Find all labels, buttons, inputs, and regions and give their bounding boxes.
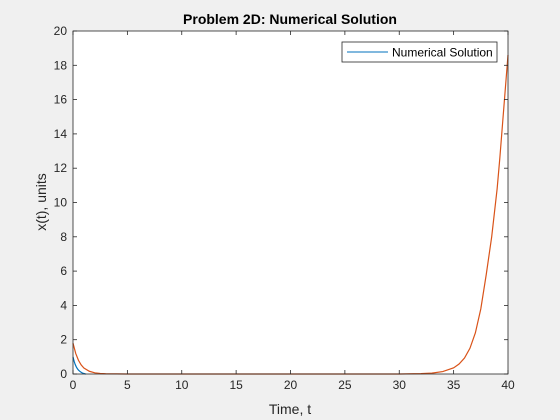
y-tick-label: 6 [60, 264, 67, 278]
y-tick-label: 0 [60, 367, 67, 381]
x-tick-label: 25 [338, 378, 352, 392]
y-tick-label: 10 [54, 196, 68, 210]
legend: Numerical Solution [341, 41, 498, 63]
chart-title: Problem 2D: Numerical Solution [183, 11, 397, 27]
x-axis-ticks: 0 5 10 15 20 25 30 35 40 [70, 31, 515, 392]
x-tick-label: 20 [284, 378, 298, 392]
plot-area [73, 31, 508, 374]
y-tick-label: 2 [60, 333, 67, 347]
y-tick-label: 18 [54, 58, 68, 72]
x-tick-label: 10 [175, 378, 189, 392]
y-tick-label: 16 [54, 93, 68, 107]
series-line-numerical-solution [72, 356, 87, 375]
x-tick-label: 15 [229, 378, 243, 392]
x-axis-label: Time, t [269, 401, 311, 417]
x-tick-label: 30 [393, 378, 407, 392]
y-axis-ticks: 0 2 4 6 8 10 12 14 16 18 20 [54, 24, 508, 381]
legend-box [341, 41, 498, 63]
x-tick-label: 0 [70, 378, 77, 392]
y-tick-label: 14 [54, 127, 68, 141]
x-tick-label: 35 [447, 378, 461, 392]
y-tick-label: 4 [60, 298, 67, 312]
x-tick-label: 40 [501, 378, 515, 392]
x-tick-label: 5 [124, 378, 131, 392]
y-tick-label: 12 [54, 161, 68, 175]
y-axis-label: x(t), units [33, 173, 49, 231]
y-tick-label: 8 [60, 230, 67, 244]
y-tick-label: 20 [54, 24, 68, 38]
legend-entry-numerical-solution: Numerical Solution [392, 46, 493, 60]
